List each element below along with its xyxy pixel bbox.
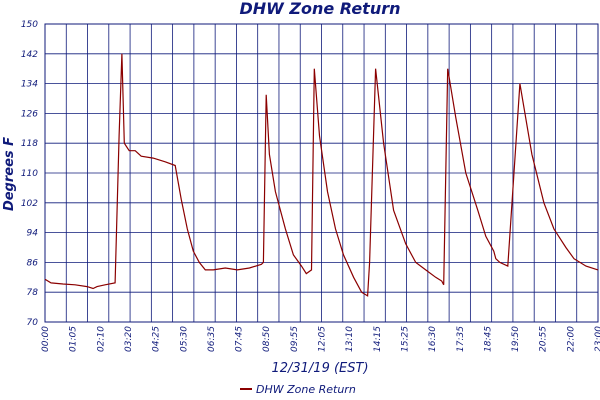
x-tick-label: 04:25 <box>152 326 162 352</box>
y-tick-label: 78 <box>27 288 39 298</box>
y-tick-label: 86 <box>27 258 39 268</box>
chart-title: DHW Zone Return <box>240 0 401 18</box>
x-tick-label: 13:10 <box>345 326 355 352</box>
x-tick-label: 12:05 <box>318 326 328 352</box>
y-tick-label: 110 <box>21 169 38 179</box>
x-axis-label: 12/31/19 (EST) <box>271 361 368 376</box>
legend-label: DHW Zone Return <box>256 383 356 396</box>
y-tick-label: 70 <box>27 318 39 328</box>
y-tick-label: 150 <box>21 20 38 30</box>
y-tick-label: 102 <box>21 199 38 209</box>
x-tick-label: 22:00 <box>566 326 576 352</box>
y-axis-label: Degrees F <box>2 137 17 211</box>
y-tick-label: 142 <box>21 50 38 60</box>
x-tick-label: 02:10 <box>96 326 106 352</box>
x-tick-label: 01:05 <box>69 326 79 352</box>
x-tick-label: 14:15 <box>373 326 383 352</box>
y-tick-label: 118 <box>21 139 38 149</box>
x-tick-label: 03:20 <box>124 326 134 352</box>
y-tick-label: 94 <box>27 229 39 239</box>
x-axis-ticks: 00:00 01:05 02:10 03:20 04:25 05:30 06:35 07:45… <box>41 326 600 352</box>
x-tick-label: 20:55 <box>539 326 549 352</box>
x-tick-label: 07:45 <box>235 326 245 352</box>
y-tick-label: 134 <box>21 80 38 90</box>
x-tick-label: 09:55 <box>290 326 300 352</box>
x-tick-label: 05:30 <box>179 326 189 352</box>
x-tick-label: 06:35 <box>207 326 217 352</box>
x-tick-label: 08:50 <box>262 326 272 352</box>
x-tick-label: 15:25 <box>400 326 410 352</box>
y-axis-ticks: 70 78 86 94 102 110 118 126 134 142 150 <box>21 20 38 328</box>
y-tick-label: 126 <box>21 109 38 119</box>
x-tick-label: 17:35 <box>456 326 466 352</box>
grid <box>44 23 599 323</box>
x-tick-label: 18:45 <box>483 326 493 352</box>
x-tick-label: 16:30 <box>428 326 438 352</box>
plot-area <box>44 23 599 323</box>
x-tick-label: 23:00 <box>594 326 600 352</box>
series-line-dhw-zone-return <box>44 53 599 297</box>
x-tick-label: 19:50 <box>511 326 521 352</box>
x-tick-label: 00:00 <box>41 326 51 352</box>
